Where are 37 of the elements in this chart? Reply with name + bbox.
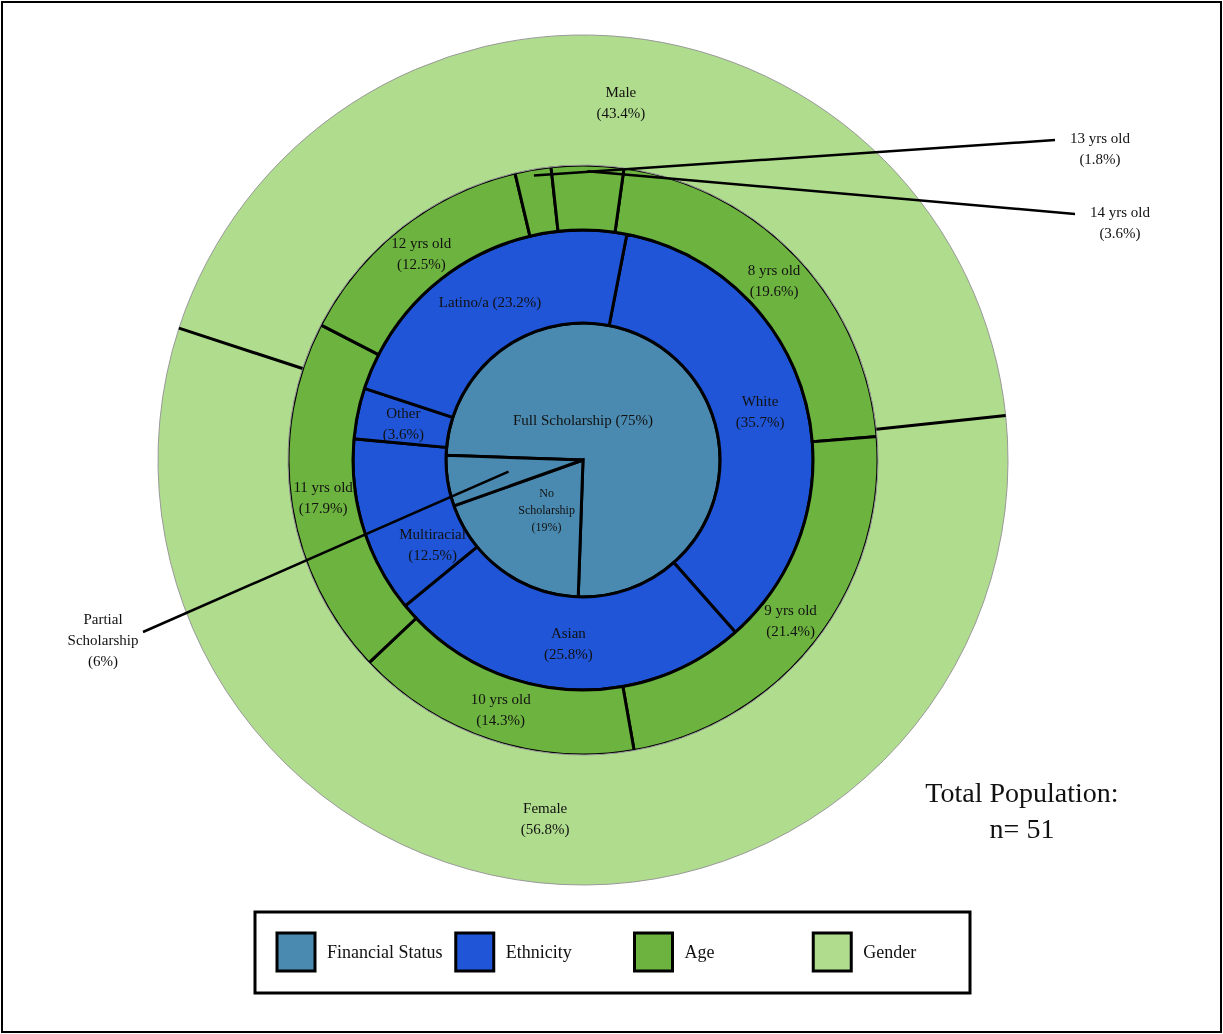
slice-label: 10 yrs old <box>470 691 532 708</box>
data-label: (35.7%) <box>735 414 785 432</box>
data-label: (19.6%) <box>749 282 799 300</box>
slice-label: Partial Scholarship <box>67 611 139 649</box>
slice-label: Multiracial <box>399 525 466 542</box>
data-label: (3.6%) <box>1099 224 1141 242</box>
slice-label: Female <box>523 799 568 816</box>
data-label: (14.3%) <box>476 712 526 730</box>
legend-label: Ethnicity <box>505 942 572 962</box>
slice-label: 14 yrs old <box>1090 203 1151 220</box>
slice-label: 12 yrs old <box>391 235 452 251</box>
data-label: (19%) <box>531 519 562 534</box>
slice-label: Latino/a (23.2%) <box>438 294 542 312</box>
slice-label: 8 yrs old <box>747 261 801 278</box>
data-label: (6%) <box>88 653 118 671</box>
slice-label: 11 yrs old <box>293 478 354 495</box>
slice-label: Other <box>386 404 421 421</box>
data-label: (12.5%) <box>408 546 457 564</box>
data-label: (21.4%) <box>766 623 815 641</box>
legend-label: Gender <box>863 942 917 962</box>
data-label: (12.5%) <box>396 256 446 273</box>
slice-label: Male <box>605 83 637 100</box>
text: Total Population: n= 51 <box>925 777 1119 844</box>
slice-label: 9 yrs old <box>764 602 818 619</box>
data-label: (25.8%) <box>544 645 593 663</box>
slice-label: Full Scholarship (75%) <box>513 412 653 430</box>
legend-label: Age <box>684 942 715 962</box>
slice-label: No Scholarship <box>518 486 575 517</box>
data-label: (43.4%) <box>596 104 646 122</box>
slice-label: 13 yrs old <box>1070 129 1131 146</box>
data-label: (1.8%) <box>1079 150 1121 168</box>
slice-label: White <box>741 393 779 410</box>
slice-label: Asian <box>550 624 587 641</box>
data-label: (3.6%) <box>382 425 424 443</box>
legend-label: Financial Status <box>327 942 443 962</box>
data-label: (56.8%) <box>520 820 570 838</box>
data-label: (17.9%) <box>298 499 348 517</box>
